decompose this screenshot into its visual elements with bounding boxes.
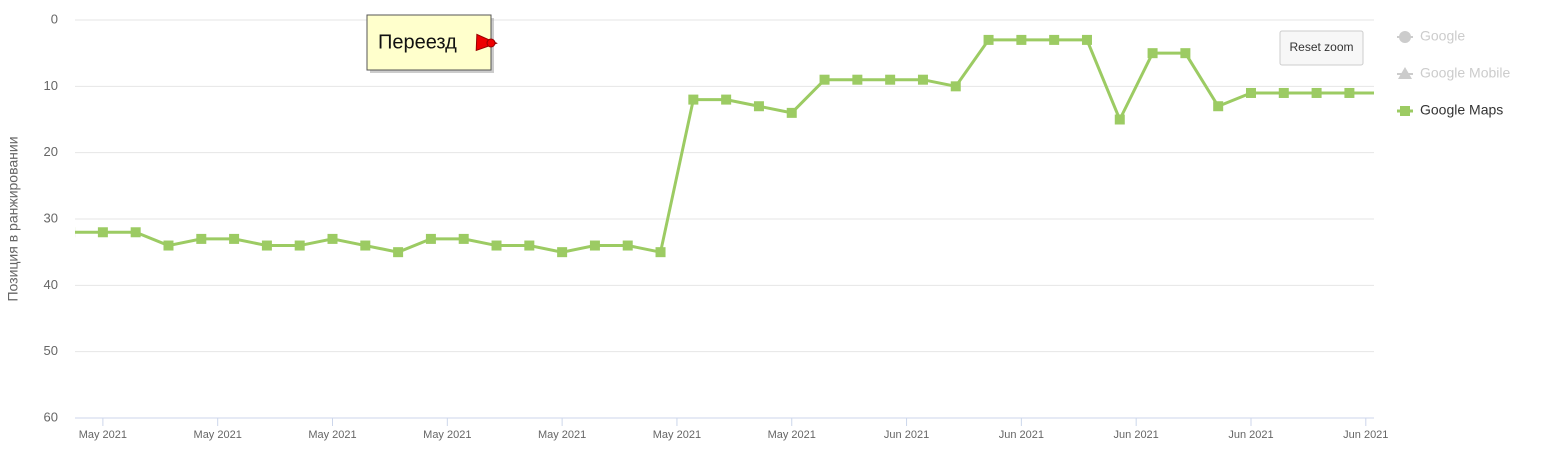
point-marker — [1081, 34, 1092, 45]
x-tick-label: May 2021 — [423, 429, 471, 441]
point-marker — [1016, 34, 1027, 45]
button-box[interactable] — [1279, 30, 1364, 66]
annotation-box — [366, 14, 492, 71]
x-tick-label: Jun 2021 — [884, 429, 929, 441]
point-marker — [1180, 48, 1191, 59]
x-tick-label: May 2021 — [768, 429, 816, 441]
point-marker — [425, 233, 436, 244]
point-marker — [983, 34, 994, 45]
x-tick-label: Jun 2021 — [1343, 429, 1388, 441]
point-marker — [327, 233, 338, 244]
point-marker — [97, 227, 108, 238]
point-marker — [130, 227, 141, 238]
x-tick-label: May 2021 — [538, 429, 586, 441]
x-tick-label: May 2021 — [308, 429, 356, 441]
annotation-dot — [486, 38, 496, 48]
point-marker — [229, 233, 240, 244]
point-marker — [491, 240, 502, 251]
point-marker — [261, 240, 272, 251]
point-marker — [393, 247, 404, 258]
point-marker — [163, 240, 174, 251]
point-marker — [885, 74, 896, 85]
x-tick-label: Jun 2021 — [1228, 429, 1273, 441]
point-marker — [524, 240, 535, 251]
x-tick-label: May 2021 — [79, 429, 127, 441]
legend-label: Google Maps — [1420, 102, 1503, 118]
legend-marker — [1399, 31, 1411, 43]
point-marker — [917, 74, 928, 85]
button-label[interactable]: Reset zoom — [1289, 40, 1353, 54]
point-marker — [1377, 88, 1387, 98]
point-marker — [852, 74, 863, 85]
point-marker — [622, 240, 633, 251]
point-marker — [721, 94, 732, 105]
annotation-text: Переезд — [378, 31, 457, 53]
y-axis-title: Позиция в ранжировании — [5, 136, 21, 301]
point-marker — [1049, 34, 1060, 45]
x-tick-label: May 2021 — [194, 429, 242, 441]
x-tick-label: Jun 2021 — [999, 429, 1044, 441]
point-marker — [950, 81, 961, 92]
y-tick-label: 40 — [44, 277, 58, 292]
x-tick-label: May 2021 — [653, 429, 701, 441]
point-marker — [75, 227, 76, 238]
point-marker — [196, 233, 207, 244]
point-marker — [655, 247, 666, 258]
point-marker — [753, 101, 764, 112]
point-marker — [1147, 48, 1158, 59]
point-marker — [688, 94, 699, 105]
y-tick-label: 60 — [44, 409, 58, 424]
legend-label: Google — [1420, 28, 1465, 44]
reset-zoom-button[interactable]: Reset zoom — [1279, 30, 1364, 66]
x-tick-label: Jun 2021 — [1114, 429, 1159, 441]
plot-area — [75, 34, 1387, 258]
legend-label: Google Mobile — [1420, 65, 1510, 81]
point-marker — [1344, 87, 1355, 98]
point-marker — [1245, 87, 1256, 98]
point-marker — [589, 240, 600, 251]
legend-marker — [1400, 106, 1410, 116]
series-line — [75, 38, 1374, 254]
legend-marker — [1398, 67, 1412, 79]
arrow-head — [475, 33, 498, 52]
point-marker — [786, 107, 797, 118]
point-marker — [1311, 87, 1322, 98]
point-marker — [1213, 101, 1224, 112]
point-marker — [1278, 87, 1289, 98]
point-marker — [557, 247, 568, 258]
point-marker — [294, 240, 305, 251]
point-marker — [1114, 114, 1125, 125]
point-marker — [458, 233, 469, 244]
y-tick-label: 10 — [44, 78, 58, 93]
y-tick-label: 50 — [44, 343, 58, 358]
point-marker — [819, 74, 830, 85]
point-marker — [360, 240, 371, 251]
y-tick-label: 30 — [44, 210, 58, 225]
y-tick-label: 0 — [51, 11, 58, 26]
y-tick-label: 20 — [44, 144, 58, 159]
